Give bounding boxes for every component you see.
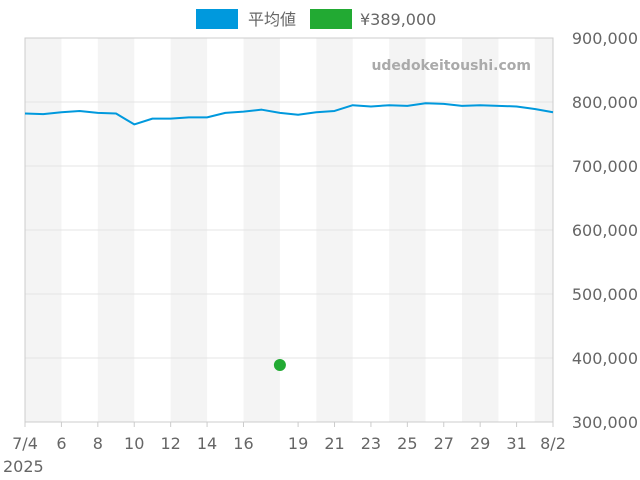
y-tick-label: 300,000 xyxy=(572,413,638,432)
y-axis: 300,000 400,000 500,000 600,000 700,000 800,0… xyxy=(572,29,638,432)
legend-swatch-price[interactable] xyxy=(310,9,352,29)
x-tick-label: 23 xyxy=(361,434,381,453)
y-tick-label: 400,000 xyxy=(572,349,638,368)
x-tick-label: 6 xyxy=(56,434,66,453)
x-tick-label: 19 xyxy=(288,434,308,453)
y-tick-label: 800,000 xyxy=(572,93,638,112)
x-tick-label: 10 xyxy=(124,434,144,453)
data-point-price[interactable] xyxy=(273,359,286,372)
x-tick-label: 27 xyxy=(434,434,454,453)
legend[interactable]: 平均値 ¥389,000 xyxy=(196,9,436,29)
x-tick-label: 12 xyxy=(160,434,180,453)
y-tick-label: 700,000 xyxy=(572,157,638,176)
legend-swatch-average[interactable] xyxy=(196,9,238,29)
x-tick-label: 25 xyxy=(397,434,417,453)
x-tick-label: 31 xyxy=(506,434,526,453)
plot-area-border xyxy=(24,37,554,423)
x-axis-year-label: 2025 xyxy=(3,457,44,476)
y-tick-label: 900,000 xyxy=(572,29,638,48)
x-axis: 7/4 6 8 10 12 14 16 19 21 23 25 27 29 31 8/2 xyxy=(12,422,566,453)
x-tick-label: 29 xyxy=(470,434,490,453)
watermark: udedokeitoushi.com xyxy=(371,58,531,74)
x-tick-label: 14 xyxy=(197,434,217,453)
y-tick-label: 600,000 xyxy=(572,221,638,240)
x-tick-label: 16 xyxy=(233,434,253,453)
x-tick-label: 8/2 xyxy=(540,434,566,453)
legend-label-average[interactable]: 平均値 xyxy=(248,10,296,29)
x-tick-label: 8 xyxy=(93,434,103,453)
legend-label-price[interactable]: ¥389,000 xyxy=(360,10,436,29)
y-tick-label: 500,000 xyxy=(572,285,638,304)
series-line-average[interactable] xyxy=(24,102,554,126)
x-tick-label: 21 xyxy=(324,434,344,453)
series-layer xyxy=(24,102,554,372)
x-tick-label: 7/4 xyxy=(12,434,38,453)
